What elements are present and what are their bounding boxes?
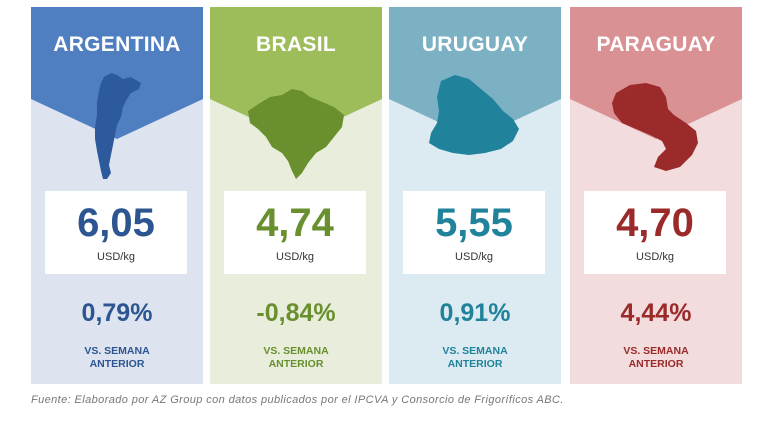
price-value: 4,70	[616, 201, 694, 245]
weekly-change: 0,79%	[81, 299, 153, 327]
weekly-change: -0,84%	[256, 299, 336, 327]
change-label: VS. SEMANA ANTERIOR	[210, 345, 382, 371]
card-uruguay: URUGUAY 5,55 USD/kg 0,91% VS. SEMANA ANT…	[389, 7, 561, 384]
price-unit: USD/kg	[97, 251, 135, 263]
card-brasil: BRASIL 4,74 USD/kg -0,84% VS. SEMANA ANT…	[210, 7, 382, 384]
price-unit: USD/kg	[276, 251, 314, 263]
price-value: 6,05	[77, 201, 155, 245]
weekly-change: 4,44%	[620, 299, 692, 327]
country-name: BRASIL	[256, 33, 336, 56]
price-unit: USD/kg	[636, 251, 674, 263]
country-name: URUGUAY	[421, 33, 529, 56]
change-label-line1: VS. SEMANA	[623, 345, 689, 357]
price-box: 4,70 USD/kg	[584, 191, 726, 274]
price-box: 6,05 USD/kg	[45, 191, 187, 274]
price-box: 5,55 USD/kg	[403, 191, 545, 274]
card-paraguay: PARAGUAY 4,70 USD/kg 4,44% VS. SEMANA AN…	[570, 7, 742, 384]
header-banner	[31, 7, 203, 139]
card-header	[31, 7, 203, 139]
price-box: 4,74 USD/kg	[224, 191, 366, 274]
change-label: VS. SEMANA ANTERIOR	[570, 345, 742, 371]
change-label-line2: ANTERIOR	[628, 358, 684, 370]
change-label: VS. SEMANA ANTERIOR	[31, 345, 203, 371]
price-unit: USD/kg	[455, 251, 493, 263]
price-value: 5,55	[435, 201, 513, 245]
change-label-line1: VS. SEMANA	[263, 345, 329, 357]
price-value: 4,74	[256, 201, 334, 245]
paraguay-map-icon	[612, 83, 698, 171]
country-name: PARAGUAY	[596, 33, 716, 56]
change-label-line2: ANTERIOR	[89, 358, 145, 370]
change-label-line2: ANTERIOR	[268, 358, 324, 370]
change-label-line2: ANTERIOR	[447, 358, 503, 370]
argentina-map-icon	[95, 73, 141, 179]
source-note: Fuente: Elaborado por AZ Group con datos…	[31, 394, 564, 406]
brasil-map-icon	[248, 89, 344, 179]
card-argentina: ARGENTINA 6,05 USD/kg 0,79% VS. SEMANA A…	[31, 7, 203, 384]
country-name: ARGENTINA	[53, 33, 181, 56]
change-label: VS. SEMANA ANTERIOR	[389, 345, 561, 371]
weekly-change: 0,91%	[439, 299, 511, 327]
change-label-line1: VS. SEMANA	[84, 345, 150, 357]
change-label-line1: VS. SEMANA	[442, 345, 508, 357]
uruguay-map-icon	[429, 75, 519, 155]
